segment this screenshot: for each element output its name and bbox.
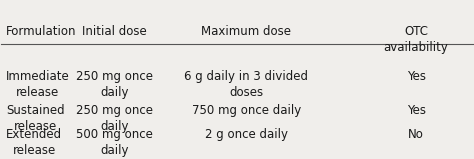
Text: Formulation: Formulation [6, 25, 77, 38]
Text: Sustained
release: Sustained release [6, 104, 65, 133]
Text: Immediate
release: Immediate release [6, 70, 70, 99]
Text: 250 mg once
daily: 250 mg once daily [76, 70, 153, 99]
Text: 750 mg once daily: 750 mg once daily [192, 104, 301, 118]
Text: Maximum dose: Maximum dose [201, 25, 292, 38]
Text: 2 g once daily: 2 g once daily [205, 128, 288, 141]
Text: 6 g daily in 3 divided
doses: 6 g daily in 3 divided doses [184, 70, 309, 99]
Text: Extended
release: Extended release [6, 128, 62, 157]
Text: Initial dose: Initial dose [82, 25, 147, 38]
Text: OTC
availability: OTC availability [383, 25, 448, 54]
Text: 500 mg once
daily: 500 mg once daily [76, 128, 153, 157]
Text: Yes: Yes [407, 104, 426, 118]
Text: No: No [408, 128, 424, 141]
Text: 250 mg once
daily: 250 mg once daily [76, 104, 153, 133]
Text: Yes: Yes [407, 70, 426, 83]
